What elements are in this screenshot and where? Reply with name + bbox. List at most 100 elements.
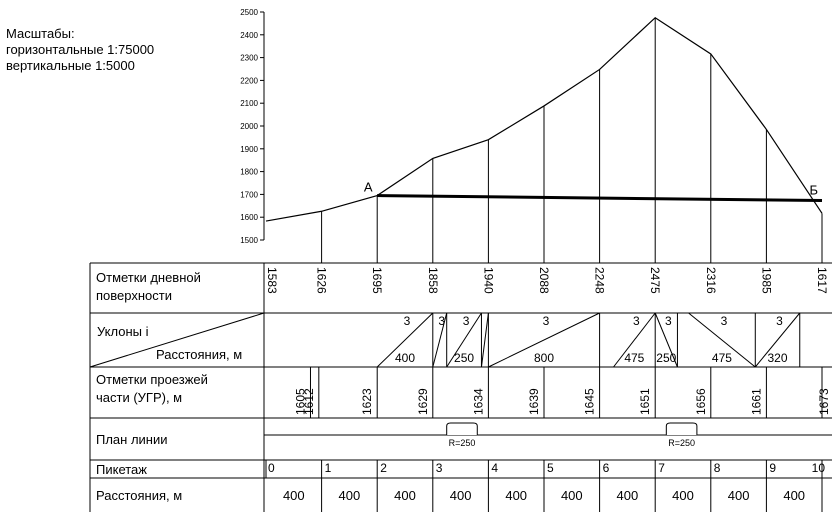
picket-label: 7 bbox=[658, 461, 665, 475]
slope-value: 3 bbox=[665, 314, 672, 328]
picket-label: 5 bbox=[547, 461, 554, 475]
ground-mark: 2316 bbox=[704, 267, 718, 294]
picket-label: 4 bbox=[491, 461, 498, 475]
slope-diagonal bbox=[432, 312, 448, 368]
plan-curve bbox=[446, 422, 478, 435]
slope-value: 3 bbox=[463, 314, 470, 328]
y-tick-label: 2300 bbox=[240, 54, 258, 63]
ground-mark: 2248 bbox=[593, 267, 607, 294]
distance-value: 400 bbox=[783, 488, 805, 503]
road-mark: 1651 bbox=[638, 388, 652, 415]
distance-value: 400 bbox=[283, 488, 305, 503]
ground-mark: 1626 bbox=[315, 267, 329, 294]
slope-diagonal bbox=[488, 312, 600, 368]
ground-mark: 1985 bbox=[759, 267, 773, 294]
distance-value: 400 bbox=[728, 488, 750, 503]
ground-mark: 1617 bbox=[815, 267, 829, 294]
slope-value: 3 bbox=[543, 314, 550, 328]
y-tick-label: 2400 bbox=[240, 31, 258, 40]
scales-horizontal: горизонтальные 1:75000 bbox=[6, 42, 155, 57]
y-tick-label: 1500 bbox=[240, 236, 258, 245]
slope-value: 3 bbox=[776, 314, 783, 328]
ground-mark: 2088 bbox=[537, 267, 551, 294]
distance-value: 400 bbox=[505, 488, 527, 503]
distance-value: 400 bbox=[339, 488, 361, 503]
point-b-label: Б bbox=[809, 183, 818, 198]
ground-mark: 1940 bbox=[481, 267, 495, 294]
road-mark: 1634 bbox=[471, 388, 485, 415]
row-label-ground: поверхности bbox=[96, 288, 172, 303]
design-line bbox=[377, 194, 823, 203]
distance-value: 400 bbox=[561, 488, 583, 503]
slope-distance: 475 bbox=[712, 351, 732, 365]
picket-label: 2 bbox=[380, 461, 387, 475]
slope-value: 3 bbox=[438, 314, 445, 328]
curve-radius: R=250 bbox=[668, 438, 695, 448]
picket-label: 6 bbox=[603, 461, 610, 475]
row-label-road: части (УГР), м bbox=[96, 390, 182, 405]
road-mark: 1623 bbox=[360, 388, 374, 415]
row-label-ground: Отметки дневной bbox=[96, 270, 201, 285]
slope-distance: 400 bbox=[395, 351, 415, 365]
distance-value: 400 bbox=[672, 488, 694, 503]
slope-distance: 320 bbox=[768, 351, 788, 365]
y-tick-label: 1600 bbox=[240, 213, 258, 222]
row-label-slopes: Уклоны i bbox=[97, 324, 149, 339]
road-mark: 1656 bbox=[694, 388, 708, 415]
slope-diagonal bbox=[480, 312, 489, 368]
y-tick-label: 2000 bbox=[240, 122, 258, 131]
y-tick-label: 1900 bbox=[240, 145, 258, 154]
row-label-distances: Расстояния, м bbox=[96, 488, 182, 503]
y-tick-label: 1700 bbox=[240, 190, 258, 199]
scales-title: Масштабы: bbox=[6, 26, 75, 41]
slope-label-diagonal bbox=[89, 312, 265, 368]
distance-value: 400 bbox=[617, 488, 639, 503]
road-mark: 1639 bbox=[527, 388, 541, 415]
picket-label: 0 bbox=[268, 461, 275, 475]
plan-curve bbox=[665, 422, 698, 435]
row-label-pickets: Пикетаж bbox=[96, 462, 147, 477]
scales-vertical: вертикальные 1:5000 bbox=[6, 58, 135, 73]
slope-value: 3 bbox=[721, 314, 728, 328]
slope-distance: 250 bbox=[454, 351, 474, 365]
y-tick-label: 2200 bbox=[240, 76, 258, 85]
road-mark: 1673 bbox=[817, 388, 831, 415]
slope-diagonal bbox=[654, 312, 678, 368]
scales-note: Масштабы: горизонтальные 1:75000 вертика… bbox=[6, 26, 154, 74]
picket-label: 9 bbox=[769, 461, 776, 475]
slope-diagonal bbox=[446, 312, 482, 368]
picket-label: 10 bbox=[812, 461, 826, 475]
ground-mark: 2475 bbox=[648, 267, 662, 294]
table-cells: Отметки дневной поверхности Уклоны i Рассто… bbox=[89, 267, 832, 512]
row-label-road: Отметки проезжей bbox=[96, 372, 208, 387]
ground-mark: 1858 bbox=[426, 267, 440, 294]
curve-radius: R=250 bbox=[449, 438, 476, 448]
row-label-slope-distances: Расстояния, м bbox=[156, 347, 242, 362]
slope-diagonal bbox=[688, 312, 756, 368]
slope-diagonal bbox=[376, 312, 434, 368]
road-mark: 1661 bbox=[749, 388, 763, 415]
slope-diagonal bbox=[754, 312, 801, 368]
slope-diagonal bbox=[613, 312, 656, 368]
y-tick-label: 2500 bbox=[240, 8, 258, 17]
ground-mark: 1695 bbox=[370, 267, 384, 294]
road-mark: 1629 bbox=[416, 388, 430, 415]
ground-mark: 1583 bbox=[265, 267, 279, 294]
y-axis: 2500 2400 2300 2200 2100 2000 1900 1800 1700 1600… bbox=[240, 8, 265, 245]
distance-value: 400 bbox=[450, 488, 472, 503]
y-tick-label: 2100 bbox=[240, 99, 258, 108]
picket-label: 3 bbox=[436, 461, 443, 475]
point-a-label: А bbox=[364, 180, 373, 195]
y-tick-label: 1800 bbox=[240, 168, 258, 177]
slope-value: 3 bbox=[633, 314, 640, 328]
slope-distance: 475 bbox=[624, 351, 644, 365]
table-grid bbox=[89, 262, 832, 512]
picket-label: 1 bbox=[325, 461, 332, 475]
picket-label: 8 bbox=[714, 461, 721, 475]
road-mark: 1612 bbox=[302, 388, 316, 415]
slope-distance: 800 bbox=[534, 351, 554, 365]
road-mark: 1605 bbox=[293, 388, 307, 415]
slope-value: 3 bbox=[404, 314, 411, 328]
